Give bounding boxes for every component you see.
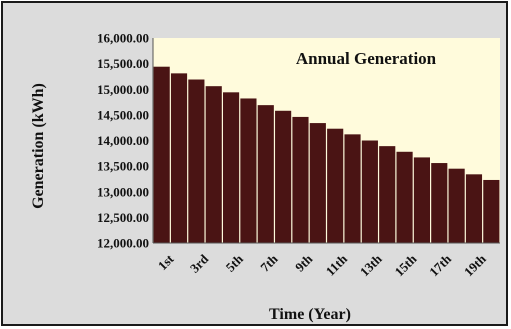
x-tick-label: 11th: [323, 251, 351, 279]
bar-10th: [309, 123, 326, 243]
bar-15th: [396, 151, 413, 243]
bar-13th: [361, 140, 378, 243]
chart-title: Annual Generation: [296, 49, 437, 68]
x-tick-label: 3rd: [187, 251, 212, 276]
x-axis-title: Time (Year): [269, 306, 351, 323]
y-tick-label: 15,500.00: [97, 56, 149, 71]
x-tick-label: 5th: [223, 251, 247, 275]
bar-2nd: [170, 73, 188, 243]
y-tick-label: 15,000.00: [97, 82, 149, 97]
plot-area: [153, 38, 500, 243]
bar-chart: 16,000.00 15,500.00 15,000.00 14,500.00 14,0…: [30, 31, 500, 323]
y-tick-label: 14,500.00: [97, 107, 149, 122]
bar-19th: [465, 174, 483, 243]
bar-6th: [240, 98, 257, 243]
bar-14th: [379, 146, 396, 243]
y-tick-label: 13,500.00: [97, 159, 149, 174]
bar-18th: [448, 168, 465, 243]
bars-group: [153, 66, 500, 244]
y-tick-label: 12,000.00: [97, 236, 149, 251]
bar-11th: [327, 128, 344, 243]
y-tick-label: 16,000.00: [97, 31, 149, 46]
y-tick-label: 14,000.00: [97, 133, 149, 148]
bar-4th: [205, 86, 222, 244]
bar-3rd: [188, 79, 205, 243]
y-tick-labels: 16,000.00 15,500.00 15,000.00 14,500.00 14,0…: [97, 31, 149, 251]
y-tick-label: 13,000.00: [97, 184, 149, 199]
bar-8th: [275, 110, 292, 243]
bar-9th: [292, 116, 309, 243]
bar-7th: [257, 105, 274, 243]
x-tick-label: 17th: [426, 251, 455, 280]
x-tick-label: 15th: [392, 251, 421, 280]
bar-12th: [344, 134, 361, 243]
x-tick-label: 13th: [357, 251, 386, 280]
x-tick-label: 9th: [292, 251, 316, 275]
x-tick-label: 7th: [257, 251, 281, 275]
bar-1st: [153, 66, 170, 243]
x-tick-label: 1st: [155, 251, 177, 273]
bar-20th: [483, 179, 500, 243]
x-tick-labels: 1st 3rd 5th 7th 9th 11th 13th 15th 17th 19th: [155, 251, 490, 280]
x-tick-label: 19th: [461, 251, 490, 280]
bar-5th: [223, 92, 240, 243]
y-axis-title: Generation (kWh): [30, 83, 47, 209]
y-tick-label: 12,500.00: [97, 210, 149, 225]
bar-17th: [431, 163, 448, 243]
bar-16th: [413, 157, 430, 243]
